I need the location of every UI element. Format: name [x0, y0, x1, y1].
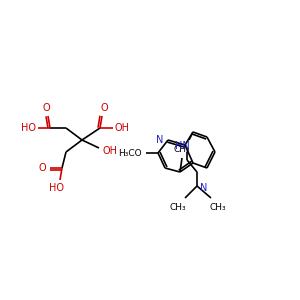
Text: H₃CO: H₃CO	[118, 148, 142, 158]
Text: CH₃: CH₃	[210, 202, 226, 211]
Text: HN: HN	[175, 141, 189, 151]
Text: O: O	[100, 103, 108, 113]
Text: O: O	[42, 103, 50, 113]
Text: HO: HO	[49, 183, 64, 193]
Text: O: O	[38, 163, 46, 173]
Text: OH: OH	[115, 123, 130, 133]
Text: N: N	[156, 135, 163, 145]
Text: CH₃: CH₃	[174, 146, 190, 154]
Text: OH: OH	[103, 146, 118, 156]
Text: N: N	[200, 183, 207, 193]
Text: CH₃: CH₃	[170, 202, 186, 211]
Text: HO: HO	[20, 123, 35, 133]
